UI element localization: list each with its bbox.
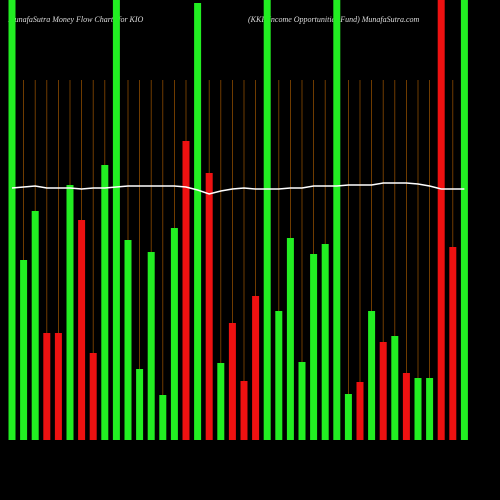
bar <box>194 3 202 440</box>
bar <box>449 247 457 440</box>
bar <box>101 165 109 440</box>
bar <box>402 373 410 440</box>
bar <box>136 369 144 440</box>
bar <box>263 0 271 440</box>
bar <box>368 311 376 440</box>
bar <box>414 378 422 440</box>
bar <box>8 0 16 440</box>
bar <box>78 220 86 440</box>
bar <box>321 244 329 440</box>
bar <box>379 342 387 440</box>
bar <box>240 381 248 440</box>
money-flow-line <box>11 182 465 195</box>
bar <box>205 173 213 440</box>
bar <box>54 333 62 440</box>
bar <box>275 311 283 440</box>
bar <box>356 382 364 440</box>
bar <box>460 0 468 440</box>
bar <box>112 0 120 440</box>
bar <box>333 0 341 440</box>
bar <box>124 240 132 440</box>
bar <box>182 141 190 440</box>
bar <box>66 185 74 440</box>
bar <box>391 336 399 440</box>
bar <box>298 362 306 440</box>
bar <box>147 252 155 440</box>
bar <box>43 333 51 440</box>
bar <box>170 228 178 440</box>
bar <box>31 211 39 440</box>
bar <box>344 394 352 440</box>
bar <box>286 238 294 440</box>
bar <box>228 323 236 440</box>
bar <box>310 254 318 440</box>
bar <box>426 378 434 440</box>
bar <box>252 296 260 440</box>
bar <box>89 353 97 440</box>
chart-title: MunafaSutra Money Flow Charts for KIO <box>7 15 144 24</box>
bar <box>159 395 167 440</box>
bar <box>217 363 225 440</box>
bar <box>437 0 445 440</box>
bar <box>20 260 28 440</box>
